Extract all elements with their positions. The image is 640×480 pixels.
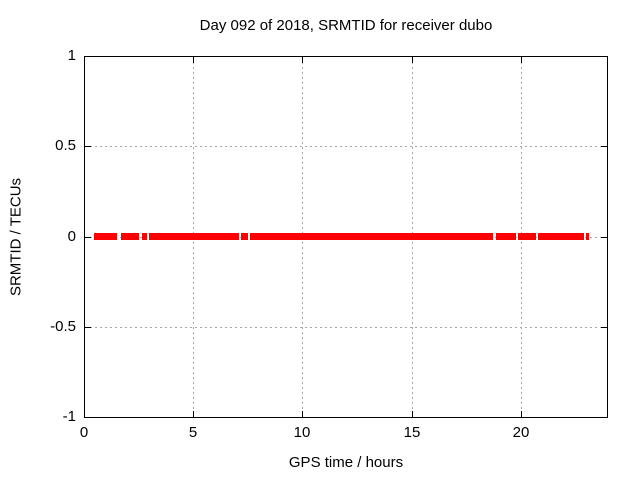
x-tick-label-10: 10 <box>293 424 311 441</box>
x-tick-top-15 <box>412 57 413 63</box>
data-segment-2 <box>142 233 147 240</box>
data-segment-3 <box>149 233 239 240</box>
data-segment-1 <box>121 233 139 240</box>
data-segment-8 <box>538 233 584 240</box>
y-tick-label--1: -1 <box>62 408 76 425</box>
x-tick-top-5 <box>193 57 194 63</box>
y-tick-right-0 <box>601 237 607 238</box>
data-segment-5 <box>250 233 493 240</box>
x-tick-bottom-10 <box>302 411 303 417</box>
y-tick-left-0.5 <box>85 146 91 147</box>
y-tick-label-0.5: 0.5 <box>55 137 76 154</box>
y-tick-label--0.5: -0.5 <box>50 318 76 335</box>
x-tick-top-10 <box>302 57 303 63</box>
y-tick-label-0: 0 <box>67 228 76 245</box>
gridline-y-0.5 <box>85 146 607 147</box>
data-segment-9 <box>586 233 589 240</box>
y-tick-left-0 <box>85 237 91 238</box>
plot-border <box>84 56 608 418</box>
x-tick-bottom-5 <box>193 411 194 417</box>
x-tick-bottom-20 <box>521 411 522 417</box>
y-tick-right-0.5 <box>601 146 607 147</box>
x-tick-label-20: 20 <box>512 424 530 441</box>
data-segment-0 <box>94 233 117 240</box>
gridline-y--0.5 <box>85 327 607 328</box>
x-tick-top-20 <box>521 57 522 63</box>
data-segment-4 <box>241 233 248 240</box>
y-tick-right--0.5 <box>601 327 607 328</box>
data-segment-6 <box>496 233 516 240</box>
chart-title: Day 092 of 2018, SRMTID for receiver dub… <box>199 17 493 34</box>
y-tick-left--0.5 <box>85 327 91 328</box>
data-segment-7 <box>518 233 536 240</box>
x-tick-label-15: 15 <box>403 424 421 441</box>
y-tick-label-1: 1 <box>67 47 76 64</box>
x-axis-label: GPS time / hours <box>288 454 404 471</box>
x-tick-label-0: 0 <box>79 424 89 441</box>
x-tick-label-5: 5 <box>188 424 198 441</box>
x-tick-bottom-15 <box>412 411 413 417</box>
